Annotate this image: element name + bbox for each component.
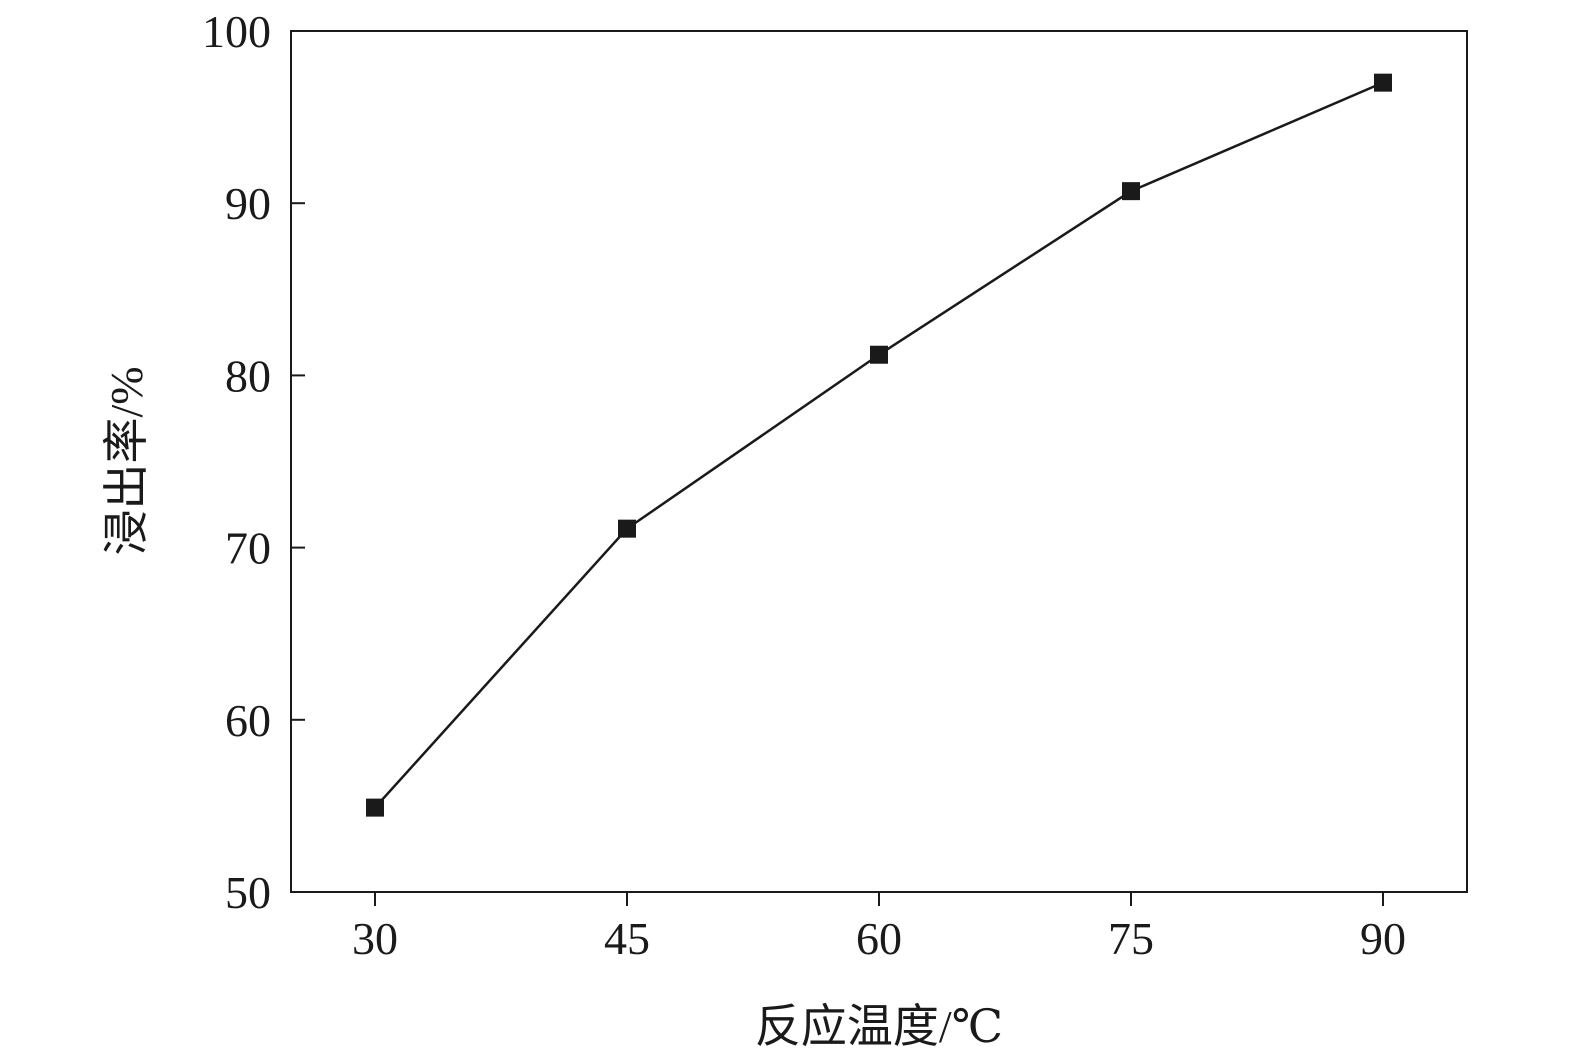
y-axis-label: 浸出率/% <box>101 366 152 555</box>
x-tick-label: 75 <box>1108 913 1154 964</box>
series-line <box>374 81 1384 809</box>
x-tick-label: 90 <box>1360 913 1406 964</box>
y-tick-label: 50 <box>225 867 271 918</box>
y-tick-label: 70 <box>225 523 271 574</box>
y-tick-label: 90 <box>225 178 271 229</box>
x-tick-label: 30 <box>352 913 398 964</box>
data-point-marker <box>1122 182 1140 201</box>
data-point-marker <box>366 798 384 817</box>
data-point-marker <box>618 519 636 538</box>
y-tick-label: 80 <box>225 350 271 401</box>
x-tick-label: 45 <box>604 913 650 964</box>
x-axis-label: 反应温度/℃ <box>755 1001 1003 1052</box>
plot-frame <box>290 30 1468 893</box>
data-point-marker <box>1374 73 1392 92</box>
x-tick-label: 60 <box>856 913 902 964</box>
y-tick-label: 60 <box>225 695 271 746</box>
y-tick-label: 100 <box>202 6 271 57</box>
data-point-marker <box>870 345 888 364</box>
